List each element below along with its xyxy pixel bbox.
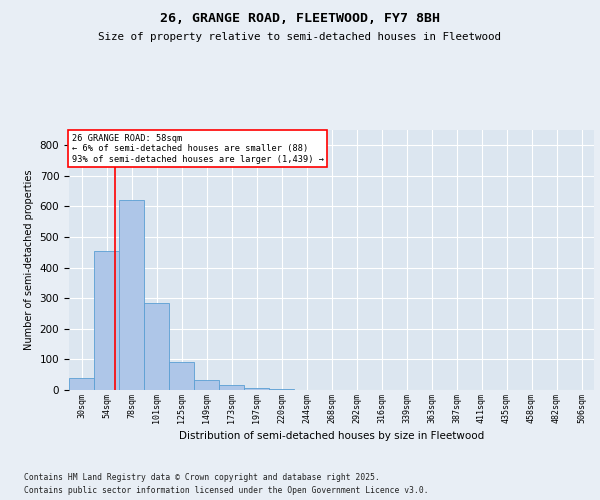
Bar (69, 378, 94, 390)
Text: 26, GRANGE ROAD, FLEETWOOD, FY7 8BH: 26, GRANGE ROAD, FLEETWOOD, FY7 8BH (160, 12, 440, 26)
Bar (144, 303, 169, 390)
Text: 26 GRANGE ROAD: 58sqm
← 6% of semi-detached houses are smaller (88)
93% of semi-: 26 GRANGE ROAD: 58sqm ← 6% of semi-detac… (71, 134, 323, 164)
Bar (219, 386, 244, 390)
Y-axis label: Number of semi-detached properties: Number of semi-detached properties (24, 170, 34, 350)
Bar (119, 200, 144, 390)
Bar (94, 251, 119, 390)
Bar (244, 388, 269, 390)
Text: Size of property relative to semi-detached houses in Fleetwood: Size of property relative to semi-detach… (98, 32, 502, 42)
X-axis label: Distribution of semi-detached houses by size in Fleetwood: Distribution of semi-detached houses by … (179, 431, 484, 441)
Bar (169, 362, 194, 390)
Text: Contains HM Land Registry data © Crown copyright and database right 2025.: Contains HM Land Registry data © Crown c… (24, 472, 380, 482)
Bar (194, 380, 219, 390)
Text: Contains public sector information licensed under the Open Government Licence v3: Contains public sector information licen… (24, 486, 428, 495)
